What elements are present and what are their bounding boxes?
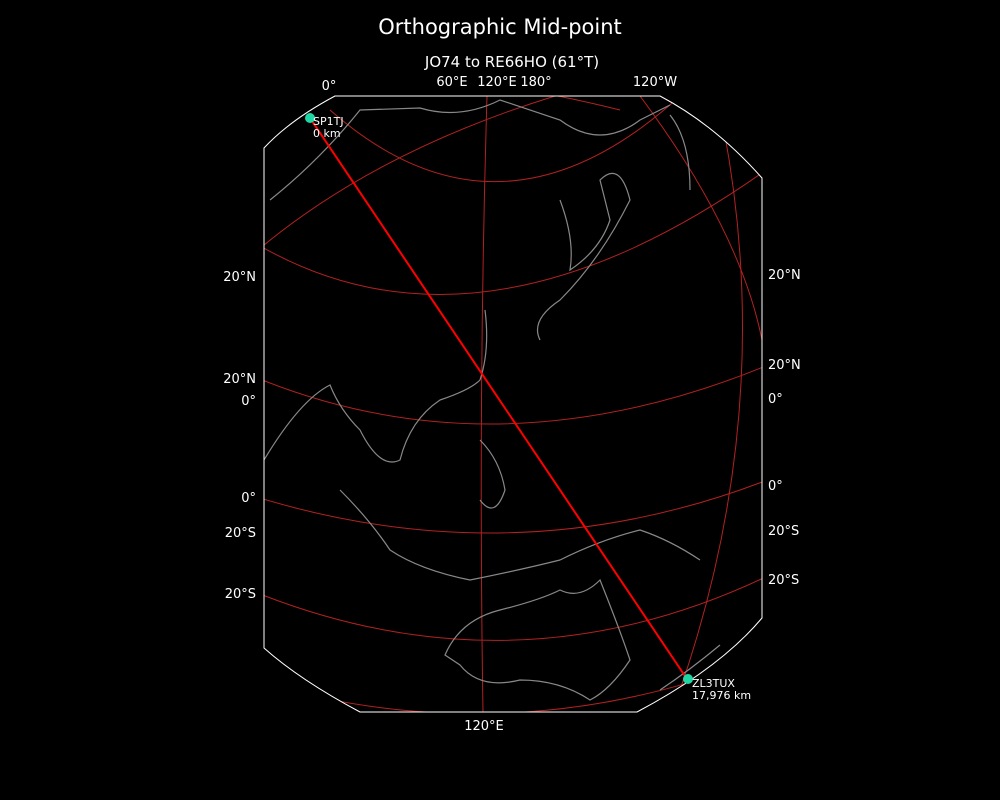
left-label: 20°N — [223, 270, 256, 285]
left-label: 0° — [241, 491, 256, 506]
bottom-label: 120°E — [464, 719, 504, 734]
graticule — [264, 96, 762, 712]
top-label: 0° — [322, 79, 337, 94]
coastlines — [264, 99, 721, 701]
left-label: 20°S — [225, 587, 256, 602]
left-label: 20°S — [225, 526, 256, 541]
left-label: 0° — [241, 394, 256, 409]
top-label: 60°E — [436, 75, 467, 90]
right-label: 20°N — [768, 358, 801, 373]
top-label: 120°E — [477, 75, 517, 90]
end-distance: 17,976 km — [692, 689, 751, 702]
top-label: 180° — [520, 75, 551, 90]
start-distance: 0 km — [313, 127, 341, 140]
end-call: ZL3TUX — [692, 677, 735, 690]
right-label: 20°S — [768, 524, 799, 539]
top-label: 120°W — [633, 75, 677, 90]
start-marker[interactable] — [305, 113, 315, 123]
start-call: SP1TJ — [313, 115, 344, 128]
left-label: 20°N — [223, 372, 256, 387]
axis-labels: 0° 60°E 120°E 180° 120°W 120°E 20°N 20°N… — [223, 75, 801, 734]
right-label: 20°N — [768, 268, 801, 283]
map-title: Orthographic Mid-point — [378, 15, 622, 39]
right-label: 20°S — [768, 573, 799, 588]
end-marker[interactable] — [683, 674, 693, 684]
map-body — [264, 96, 762, 712]
right-label: 0° — [768, 392, 783, 407]
great-circle-path — [309, 117, 688, 680]
globe-border — [263, 95, 763, 713]
right-label: 0° — [768, 479, 783, 494]
map-subtitle: JO74 to RE66HO (61°T) — [424, 53, 599, 71]
